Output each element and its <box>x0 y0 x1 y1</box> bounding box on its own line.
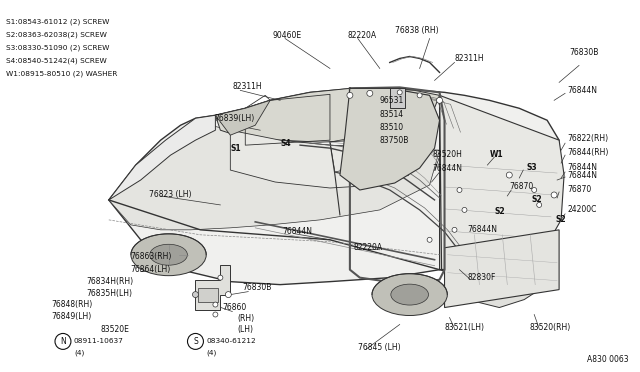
Text: (RH): (RH) <box>237 314 255 323</box>
Ellipse shape <box>150 244 188 265</box>
Text: 83514: 83514 <box>380 110 404 119</box>
Text: 76844N: 76844N <box>282 227 312 236</box>
Text: 76830B: 76830B <box>569 48 598 57</box>
Text: 08340-61212: 08340-61212 <box>207 339 256 344</box>
Circle shape <box>347 92 353 98</box>
Text: N: N <box>60 337 66 346</box>
Circle shape <box>225 292 231 298</box>
Text: 24200C: 24200C <box>567 205 596 214</box>
Circle shape <box>462 208 467 212</box>
Circle shape <box>193 292 198 298</box>
Circle shape <box>397 90 402 95</box>
Text: 82830F: 82830F <box>467 273 496 282</box>
Text: (4): (4) <box>74 349 84 356</box>
Text: 82220A: 82220A <box>354 243 383 252</box>
Circle shape <box>551 192 557 198</box>
Ellipse shape <box>372 274 447 315</box>
Circle shape <box>213 312 218 317</box>
Text: 83520H: 83520H <box>433 150 463 158</box>
Text: 76849(LH): 76849(LH) <box>51 312 92 321</box>
Circle shape <box>452 227 457 232</box>
Text: W1: W1 <box>490 150 503 158</box>
Text: S3: S3 <box>526 163 537 171</box>
Text: 83510: 83510 <box>380 123 404 132</box>
Polygon shape <box>340 89 440 190</box>
Text: 76823 (LH): 76823 (LH) <box>148 190 191 199</box>
Text: 76844N: 76844N <box>433 164 463 173</box>
Text: 82220A: 82220A <box>348 31 377 40</box>
Text: 76830B: 76830B <box>243 283 271 292</box>
Text: 83750B: 83750B <box>380 136 409 145</box>
Polygon shape <box>109 89 559 285</box>
Text: W1:08915-80510 (2) WASHER: W1:08915-80510 (2) WASHER <box>6 70 118 77</box>
Text: 76870: 76870 <box>567 186 591 195</box>
Text: 76860: 76860 <box>222 303 246 312</box>
Text: 76844N: 76844N <box>567 163 597 171</box>
Text: 76844N: 76844N <box>567 170 597 180</box>
Text: 76845 (LH): 76845 (LH) <box>358 343 401 352</box>
Polygon shape <box>109 125 440 230</box>
Polygon shape <box>216 100 270 135</box>
Text: 83520(RH): 83520(RH) <box>529 323 570 332</box>
Text: 82311H: 82311H <box>454 54 484 63</box>
Text: (4): (4) <box>207 349 217 356</box>
Circle shape <box>417 93 422 98</box>
Ellipse shape <box>391 284 429 305</box>
Text: 76839(LH): 76839(LH) <box>214 114 255 123</box>
Text: (LH): (LH) <box>237 325 253 334</box>
Text: 76838 (RH): 76838 (RH) <box>395 26 438 35</box>
Polygon shape <box>230 130 380 188</box>
Text: S4:08540-51242(4) SCREW: S4:08540-51242(4) SCREW <box>6 58 107 64</box>
Text: S1: S1 <box>230 144 241 153</box>
Circle shape <box>218 275 223 280</box>
Text: 76834H(RH): 76834H(RH) <box>86 277 133 286</box>
Text: S2: S2 <box>531 195 542 205</box>
Text: 90460E: 90460E <box>272 31 301 40</box>
Text: S2: S2 <box>494 208 505 217</box>
Text: 76835H(LH): 76835H(LH) <box>86 289 132 298</box>
Text: 76844N: 76844N <box>467 225 497 234</box>
Polygon shape <box>445 230 559 308</box>
Text: S1:08543-61012 (2) SCREW: S1:08543-61012 (2) SCREW <box>6 19 109 25</box>
Polygon shape <box>440 95 564 280</box>
Text: 76863(RH): 76863(RH) <box>131 252 172 261</box>
Text: 96531: 96531 <box>380 96 404 105</box>
Circle shape <box>506 172 512 178</box>
Text: 82311H: 82311H <box>232 82 262 91</box>
Text: 76848(RH): 76848(RH) <box>51 300 92 309</box>
Polygon shape <box>195 265 230 310</box>
Text: 76864(LH): 76864(LH) <box>131 265 171 274</box>
Circle shape <box>188 333 204 349</box>
Text: 76844(RH): 76844(RH) <box>567 148 609 157</box>
Polygon shape <box>467 250 554 308</box>
Polygon shape <box>198 288 218 302</box>
Text: S: S <box>193 337 198 346</box>
Circle shape <box>427 237 432 242</box>
Polygon shape <box>109 115 216 200</box>
Text: S2:08363-62038(2) SCREW: S2:08363-62038(2) SCREW <box>6 32 107 38</box>
Circle shape <box>436 97 442 103</box>
Circle shape <box>532 187 537 192</box>
Ellipse shape <box>131 234 206 276</box>
Text: 76870: 76870 <box>509 183 534 192</box>
Text: S2: S2 <box>555 215 566 224</box>
Text: S4: S4 <box>280 139 291 148</box>
Text: 08911-10637: 08911-10637 <box>74 339 124 344</box>
Circle shape <box>213 302 218 307</box>
Circle shape <box>367 90 373 96</box>
Text: 83521(LH): 83521(LH) <box>445 323 484 332</box>
Circle shape <box>457 187 462 192</box>
Circle shape <box>55 333 71 349</box>
Text: 76822(RH): 76822(RH) <box>567 134 608 143</box>
Text: 76844N: 76844N <box>567 86 597 95</box>
Polygon shape <box>390 89 404 108</box>
Text: A830 0063: A830 0063 <box>588 355 629 364</box>
Circle shape <box>537 202 541 208</box>
Text: S3:08330-51090 (2) SCREW: S3:08330-51090 (2) SCREW <box>6 45 109 51</box>
Text: 83520E: 83520E <box>101 325 130 334</box>
Polygon shape <box>216 89 440 142</box>
